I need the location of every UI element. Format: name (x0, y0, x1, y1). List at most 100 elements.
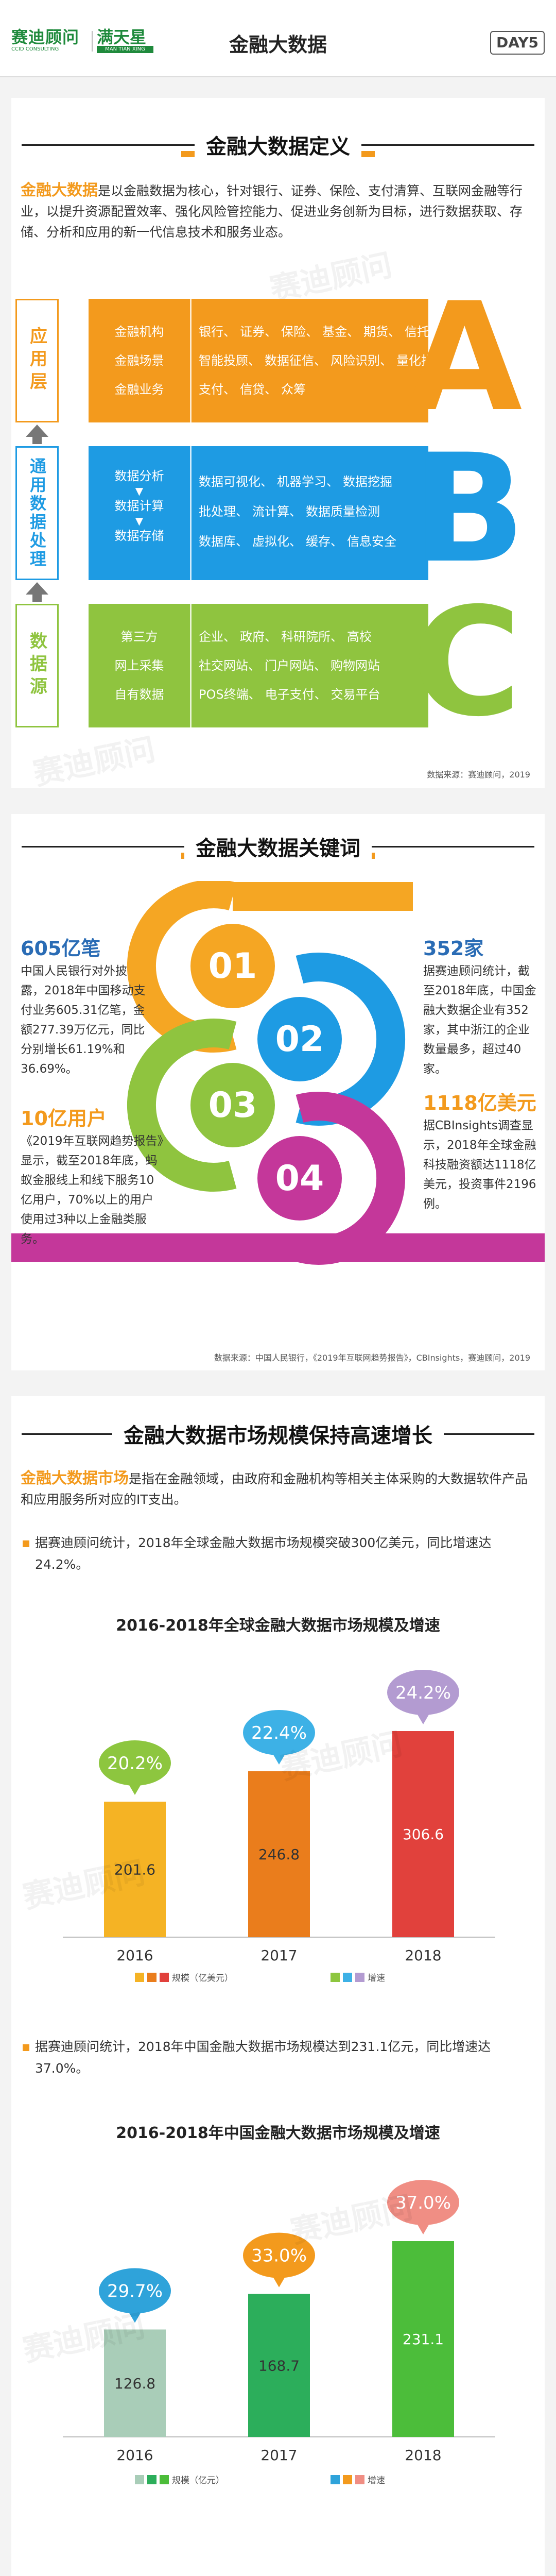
chart-1-category-label: 2018 (405, 1947, 441, 1964)
chart-1-bubble-tail (416, 1712, 430, 1724)
chart-1-title: 2016-2018年全球金融大数据市场规模及增速 (116, 1617, 440, 1635)
keyword-03-value: 10亿用户 (21, 1107, 107, 1130)
layer-b-left-item: 数据分析 (114, 469, 164, 483)
definition-highlight: 金融大数据 (21, 181, 98, 199)
layer-c-row: POS终端、 电子支付、 交易平台 (199, 687, 380, 702)
keywords-rings: 01 02 03 04 (11, 881, 545, 1265)
down-arrow-icon: ▼ (135, 485, 144, 497)
up-arrow-stem (32, 595, 42, 602)
chart-1: 201.6 2016 20.2% 246.8 2017 22.4% 306.6 2018 24.… (63, 1670, 495, 1964)
chart-1-value-label: 201.6 (114, 1861, 155, 1878)
circle-01 (190, 924, 275, 1008)
market-bullet-2: 据赛迪顾问统计，2018年中国金融大数据市场规模达到231.1亿元，同比增速达3… (35, 2039, 491, 2076)
market-paragraph: 金融大数据市场是指在金融领域，由政府和金融机构等相关主体采购的大数据软件产品和应… (21, 1468, 535, 1510)
circle-04 (257, 1136, 342, 1221)
market-text: 是指在金融领域，由政府和金融机构等相关主体采购的大数据软件产品和应用服务所对应的… (21, 1471, 528, 1507)
chart-2-category-label: 2018 (405, 2447, 441, 2464)
logo-divider (92, 31, 93, 52)
circle-03-label: 03 (208, 1085, 257, 1126)
layer-b-row: 批处理、 流计算、 数据质量检测 (199, 504, 380, 519)
source-note: 数据来源：中国人民银行，《2019年互联网趋势报告》，CBInsights，赛迪… (214, 1353, 530, 1363)
keyword-04-value: 1118亿美元 (423, 1092, 536, 1114)
layer-a-left-item: 金融场景 (114, 353, 164, 368)
keyword-02-text: 据赛迪顾问统计，截至2018年底，中国金融大数据企业有352家，其中浙江的企业数… (423, 964, 536, 1076)
layer-c-left-item: 自有数据 (114, 687, 164, 702)
layer-processing: 通用数据处理 数据分析 ▼ 数据计算 ▼ 数据存储 数据可视化、 机器学习、 数据挖… (15, 435, 542, 584)
circle-04-label: 04 (275, 1158, 324, 1199)
chart-1-growth-bubble (243, 1710, 315, 1756)
layer-band-source: 第三方 网上采集 自有数据 企业、 政府、 科研院所、 高校 社交网站、 门户网站、 购物… (89, 604, 428, 727)
circle-02-label: 02 (275, 1019, 324, 1060)
bullet-icon (23, 2044, 29, 2051)
layer-source: 数据源 第三方 网上采集 自有数据 企业、 政府、 科研院所、 高校 社交网站、 门户网… (15, 588, 542, 738)
page-title: 金融大数据 (229, 33, 327, 56)
chart-2-growth-bubble (99, 2268, 171, 2314)
chart-2-bubble-tail (128, 2310, 142, 2323)
layer-c-row: 社交网站、 门户网站、 购物网站 (199, 658, 380, 673)
up-arrow-stem (32, 437, 42, 444)
layer-band-processing: 数据分析 ▼ 数据计算 ▼ 数据存储 数据可视化、 机器学习、 数据挖掘 批处理、流… (89, 446, 428, 580)
chart-2-bar (392, 2241, 454, 2437)
up-arrow-icon (26, 582, 48, 595)
chart-2-growth-label: 37.0% (395, 2193, 451, 2213)
ring-03 (127, 1019, 237, 1192)
section-title-definition: 金融大数据定义 (11, 130, 545, 160)
layer-label-processing: 通用数据处理 (15, 446, 59, 580)
chart-1-growth-label: 22.4% (251, 1723, 307, 1743)
chart-1-value-label: 246.8 (258, 1846, 300, 1863)
keyword-02-value: 352家 (423, 937, 484, 960)
chart-2-category-label: 2017 (260, 2447, 297, 2464)
down-arrow-icon: ▼ (135, 515, 144, 527)
letter-c: C (412, 576, 522, 750)
chart-1-growth-bubble (387, 1670, 459, 1715)
day-badge: DAY5 (490, 31, 545, 55)
chart-2-bar (248, 2294, 310, 2437)
chart-1-bar (248, 1771, 310, 1937)
chart-1-bar (392, 1731, 454, 1937)
layer-c-row: 企业、 政府、 科研院所、 高校 (199, 630, 372, 644)
section-title-market: 金融大数据市场规模保持高速增长 (11, 1419, 545, 1449)
layer-b-row: 数据库、 虚拟化、 缓存、 信息安全 (199, 534, 396, 549)
chart-2-growth-bubble (387, 2180, 459, 2225)
layer-a-left-item: 金融业务 (114, 382, 164, 397)
ccid-logo-sub: CCID CONSULTING (11, 46, 59, 52)
layer-a-row: 支付、 信贷、 众筹 (199, 382, 306, 397)
layer-b-left-item: 数据存储 (114, 529, 164, 543)
ccid-logo: 赛迪顾问 CCID CONSULTING (11, 28, 89, 53)
chart-1-legend-scale: 规模（亿美元） (135, 1971, 233, 1984)
layer-label-application: 应用层 (15, 299, 59, 422)
chart-2-legend-scale: 规模（亿元） (135, 2473, 224, 2486)
chart-2-value-label: 126.8 (114, 2375, 155, 2392)
mantianxing-logo-text: 满天星 (97, 27, 147, 47)
chart-2-growth-label: 33.0% (251, 2246, 307, 2266)
chart-2-legend-growth: 增速 (331, 2473, 385, 2486)
layer-b-row: 数据可视化、 机器学习、 数据挖掘 (199, 474, 392, 489)
chart-2-bubble-tail (272, 2275, 286, 2287)
legend-growth-label: 增速 (368, 2476, 385, 2486)
layer-a-row: 银行、 证券、 保险、 基金、 期货、 信托 (199, 325, 429, 339)
chart-2: 126.8 2016 29.7% 168.7 2017 33.0% 231.1 2018 37.… (63, 2180, 495, 2464)
layer-c-left: 第三方 网上采集 自有数据 (89, 604, 192, 727)
source-note: 数据来源：赛迪顾问，2019 (427, 770, 530, 779)
layer-a-left: 金融机构 金融场景 金融业务 (89, 299, 192, 422)
layer-b-left: 数据分析 ▼ 数据计算 ▼ 数据存储 (89, 446, 192, 580)
chart-2-growth-label: 29.7% (107, 2281, 163, 2302)
layer-c-left-item: 网上采集 (114, 658, 164, 673)
layer-label-source: 数据源 (15, 604, 59, 727)
top-bar: 赛迪顾问 CCID CONSULTING 满天星 MAN TIAN XING 金… (0, 0, 556, 77)
chart-2-growth-bubble (243, 2232, 315, 2278)
chart-1-growth-label: 20.2% (107, 1753, 163, 1774)
chart-2-title: 2016-2018年中国金融大数据市场规模及增速 (116, 2124, 440, 2142)
keywords-card: 金融大数据关键词 01 02 03 04 605亿笔 中国人民银行对外披露，20… (11, 814, 545, 1370)
chart-2-value-label: 231.1 (403, 2331, 444, 2348)
ccid-logo-text: 赛迪顾问 (11, 27, 80, 47)
bullet-icon (23, 1540, 29, 1547)
layer-c-right: 企业、 政府、 科研院所、 高校 社交网站、 门户网站、 购物网站 POS终端、 电子支付、… (199, 622, 466, 709)
chart-1-legend-growth: 增速 (331, 1971, 385, 1984)
layer-band-application: 金融机构 金融场景 金融业务 银行、 证券、 保险、 基金、 期货、 信托 智能投顾、 数据… (89, 299, 446, 422)
chart-1-growth-bubble (99, 1740, 171, 1786)
market-bullet-1: 据赛迪顾问统计，2018年全球金融大数据市场规模突破300亿美元，同比增速达24… (35, 1535, 492, 1572)
definition-card: 金融大数据定义 金融大数据是以金融数据为核心，针对银行、证券、保险、支付清算、互… (11, 98, 545, 792)
section-title-keywords: 金融大数据关键词 (11, 832, 545, 861)
definition-paragraph: 金融大数据是以金融数据为核心，针对银行、证券、保险、支付清算、互联网金融等行业，… (21, 180, 535, 243)
